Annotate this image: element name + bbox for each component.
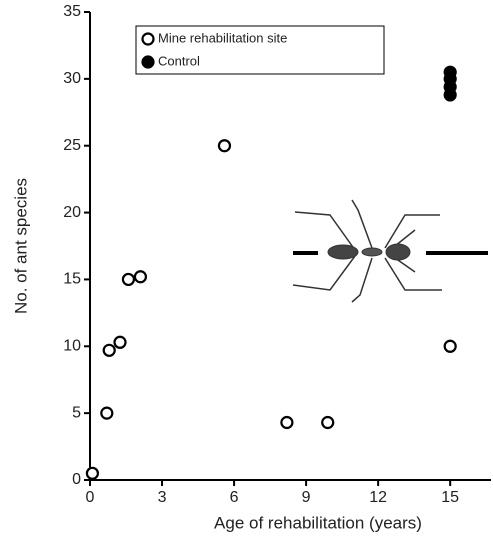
y-tick-label: 5 [72,404,81,421]
x-tick-label: 15 [441,489,459,506]
x-axis-label: Age of rehabilitation (years) [214,513,422,532]
point [445,341,456,352]
x-tick-label: 6 [230,489,239,506]
point [115,337,126,348]
x-tick-label: 3 [158,489,167,506]
point [123,274,134,285]
ant-illustration [293,200,488,302]
y-tick-label: 10 [63,338,81,355]
chart: Age of rehabilitation (years) No. of ant… [0,0,493,545]
legend-label: Mine rehabilitation site [158,30,287,45]
y-tick-label: 25 [63,137,81,154]
y-tick-label: 0 [72,471,81,488]
point [322,417,333,428]
y-axis-label: No. of ant species [11,178,30,314]
point [281,417,292,428]
point [104,345,115,356]
point [87,468,98,479]
point [135,271,146,282]
legend-marker [143,34,154,45]
x-tick-label: 9 [302,489,311,506]
legend-label: Control [158,53,200,68]
legend-marker [143,57,154,68]
point [101,408,112,419]
y-tick-label: 35 [63,3,81,20]
point [445,89,456,100]
y-tick-label: 15 [63,271,81,288]
y-tick-label: 20 [63,204,81,221]
x-tick-label: 12 [369,489,387,506]
y-tick-label: 30 [63,70,81,87]
x-tick-label: 0 [86,489,95,506]
point [219,140,230,151]
